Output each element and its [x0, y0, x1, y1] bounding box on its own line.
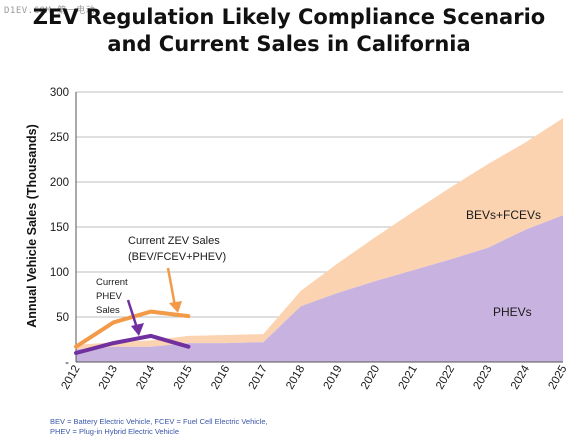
x-tick-label: 2021: [397, 364, 420, 392]
area-bevs-fcevs: [76, 118, 563, 350]
x-tick-label: 2020: [359, 364, 382, 392]
line-current-phev-sales: [74, 333, 191, 355]
y-tick-label: 200: [50, 177, 69, 189]
x-tick-label: 2015: [172, 364, 195, 392]
chart-title-line-1: ZEV Regulation Likely Compliance Scenari…: [32, 5, 546, 29]
x-tick-label: 2022: [434, 364, 457, 392]
phev-annotation-line-1: Current: [96, 277, 128, 288]
x-tick-label: 2024: [509, 363, 532, 392]
x-tick-label: 2025: [546, 364, 569, 392]
y-tick-label: 100: [50, 267, 69, 279]
area-label-bevs-fcevs: BEVs+FCEVs: [466, 208, 541, 222]
area-label-phevs: PHEVs: [493, 305, 532, 319]
y-tick-label: 150: [50, 222, 69, 234]
phev-arrow-head: [131, 323, 144, 336]
zev-arrow-head: [169, 301, 182, 313]
axes: [75, 92, 563, 363]
footnote: BEV = Battery Electric Vehicle, FCEV = F…: [50, 417, 268, 437]
x-tick-label: 2016: [209, 364, 232, 392]
y-tick-label: -: [65, 357, 69, 369]
area-phevs: [76, 215, 563, 362]
y-tick-label: 50: [56, 312, 69, 324]
annotations: Current ZEV Sales (BEV/FCEV+PHEV) Curren…: [96, 208, 541, 319]
x-tick-label: 2014: [134, 363, 157, 392]
y-axis-label: Annual Vehicle Sales (Thousands): [25, 124, 39, 328]
annotation-arrows: [126, 267, 182, 336]
phev-annotation-line-2: PHEV: [96, 291, 123, 302]
x-tick-label: 2012: [59, 364, 82, 392]
footnote-line-1: BEV = Battery Electric Vehicle, FCEV = F…: [50, 417, 268, 426]
footnote-line-2: PHEV = Plug-in Hybrid Electric Vehicle: [50, 427, 180, 436]
chart-title: ZEV Regulation Likely Compliance Scenari…: [0, 4, 578, 58]
x-tick-label: 2023: [471, 364, 494, 392]
x-tick-label: 2017: [247, 364, 270, 392]
x-tick-label: 2013: [97, 364, 120, 392]
zev-annotation-line-2: (BEV/FCEV+PHEV): [128, 251, 226, 263]
zev-annotation-line-1: Current ZEV Sales: [128, 235, 220, 247]
watermark-text: D1EV.COM 第一电动: [4, 6, 96, 16]
zev-arrow-shaft: [166, 267, 177, 307]
x-tick-labels: 2012 2013 2014 2015 2016 2017 2018 2019 2020 2021…: [59, 363, 569, 392]
x-tick-label: 2018: [284, 364, 307, 392]
y-tick-label: 250: [50, 132, 69, 144]
x-tick-label: 2019: [322, 364, 345, 392]
chart-title-line-2: and Current Sales in California: [107, 32, 471, 56]
stacked-areas: [76, 118, 563, 362]
y-tick-labels: - 50 100 150 200 250 300: [50, 87, 69, 369]
y-tick-label: 300: [50, 87, 69, 99]
phev-annotation-line-3: Sales: [96, 305, 120, 316]
phev-arrow-shaft: [126, 299, 139, 329]
